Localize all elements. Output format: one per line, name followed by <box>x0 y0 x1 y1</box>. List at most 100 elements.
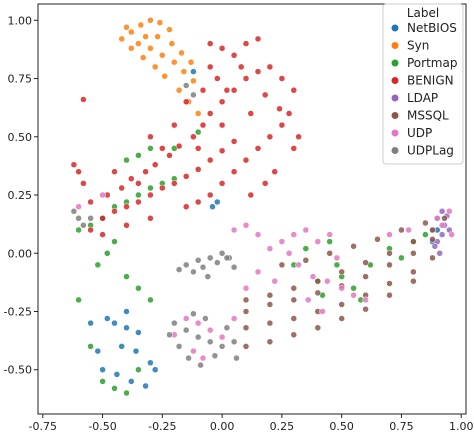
point-udplag <box>197 361 204 369</box>
point-benign <box>128 175 135 182</box>
point-benign <box>254 35 262 43</box>
point-udp <box>199 354 207 362</box>
point-mssql <box>266 301 274 308</box>
point-benign <box>111 168 118 175</box>
point-udplag <box>190 310 197 318</box>
point-syn <box>118 35 125 43</box>
point-udp <box>230 226 238 234</box>
point-udp <box>338 284 345 292</box>
y-tick-label: 0.00 <box>8 247 33 260</box>
point-mssql <box>302 257 310 264</box>
legend-label-netbios: NetBIOS <box>407 21 457 35</box>
point-benign <box>278 121 286 129</box>
point-udp <box>285 250 293 257</box>
point-benign <box>247 191 255 199</box>
y-tick-label: 0.75 <box>8 73 33 86</box>
y-tick-label: 1.00 <box>8 14 33 27</box>
point-benign <box>87 226 94 234</box>
point-portmap <box>104 250 111 257</box>
point-netbios <box>209 203 216 210</box>
axes-frame <box>37 3 467 415</box>
point-syn <box>194 110 202 117</box>
point-mssql <box>314 277 322 285</box>
point-syn <box>142 33 149 40</box>
point-mssql <box>362 305 369 313</box>
point-portmap <box>111 385 118 392</box>
series-syn <box>118 17 202 117</box>
series-portmap <box>75 128 429 397</box>
point-benign <box>159 184 166 192</box>
point-portmap <box>302 245 310 252</box>
point-udplag <box>182 326 190 334</box>
point-benign <box>206 191 214 199</box>
point-udp <box>405 226 412 234</box>
point-udplag <box>87 215 94 222</box>
point-syn <box>168 40 176 47</box>
y-tick-label: 0.25 <box>8 189 33 202</box>
point-udp <box>448 231 455 238</box>
point-netbios <box>94 347 102 355</box>
y-tick-label: 0.50 <box>8 131 33 144</box>
point-benign <box>237 63 245 71</box>
point-mssql <box>242 324 250 332</box>
point-benign <box>230 168 238 175</box>
point-benign <box>218 180 226 187</box>
point-mssql <box>386 250 393 257</box>
point-benign <box>194 166 202 173</box>
point-benign <box>199 121 207 129</box>
point-netbios <box>113 371 121 378</box>
point-portmap <box>99 378 106 385</box>
point-syn <box>161 72 168 80</box>
point-benign <box>111 208 118 215</box>
point-syn <box>123 24 130 31</box>
point-mssql <box>374 236 381 243</box>
point-udp <box>326 231 333 238</box>
point-netbios <box>135 329 142 336</box>
point-netbios <box>147 359 154 367</box>
point-udp <box>218 333 226 341</box>
point-portmap <box>123 273 130 280</box>
point-udp <box>350 291 357 299</box>
point-syn <box>135 40 142 47</box>
point-mssql <box>290 315 298 322</box>
point-benign <box>147 191 154 199</box>
point-udp <box>438 222 446 229</box>
point-benign <box>182 203 190 210</box>
legend-label-portmap: Portmap <box>407 56 457 70</box>
point-benign <box>261 91 269 99</box>
point-portmap <box>147 296 154 304</box>
legend-marker-syn <box>391 42 399 49</box>
point-udplag <box>175 343 183 350</box>
point-benign <box>99 215 106 222</box>
point-udp <box>319 308 326 315</box>
point-benign <box>242 40 250 47</box>
x-tick-label: 0.00 <box>210 420 235 433</box>
point-benign <box>182 98 190 106</box>
legend-marker-mssql <box>391 112 399 119</box>
series-udplag <box>70 82 240 369</box>
point-benign <box>151 161 159 168</box>
point-mssql <box>362 259 369 266</box>
point-portmap <box>87 343 94 350</box>
point-syn <box>156 19 164 26</box>
point-mssql <box>290 331 298 339</box>
point-netbios <box>123 324 130 332</box>
point-udp <box>314 238 322 245</box>
point-benign <box>123 222 130 229</box>
point-benign <box>135 180 142 187</box>
point-syn <box>180 68 188 75</box>
point-benign <box>199 86 207 94</box>
point-udp <box>324 277 331 285</box>
point-udp <box>333 254 341 262</box>
point-syn <box>154 33 161 40</box>
x-tick-label: -0.25 <box>148 420 176 433</box>
point-portmap <box>422 231 429 238</box>
point-syn <box>175 86 183 94</box>
point-udplag <box>206 338 214 346</box>
point-benign <box>206 63 214 71</box>
x-tick-label: 0.75 <box>389 420 414 433</box>
point-mssql <box>242 296 250 304</box>
point-udp <box>271 277 278 285</box>
point-mssql <box>266 291 274 299</box>
point-mssql <box>338 315 345 322</box>
